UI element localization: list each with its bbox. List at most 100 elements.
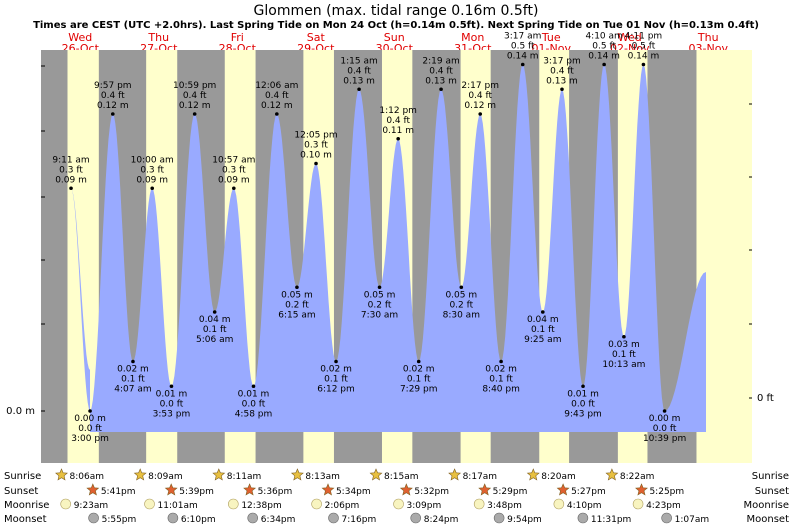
sunrise-icon	[448, 468, 462, 481]
tide-meters: 0.12 m	[97, 101, 129, 111]
high-tide-label: 9:57 pm0.4 ft0.12 m	[94, 81, 132, 116]
moonset-time: 5:55pm	[102, 515, 137, 525]
tide-time: 7:30 am	[361, 310, 398, 320]
sunrise-event: 8:17am	[448, 468, 497, 482]
tide-time: 4:07 am	[114, 385, 151, 395]
tide-time: 3:17 pm	[543, 56, 581, 66]
low-tide-label: 0.04 m0.1 ft5:06 am	[196, 310, 233, 345]
tide-time: 12:05 pm	[294, 131, 337, 141]
sunset-time: 5:27pm	[571, 487, 606, 497]
tide-meters: 0.02 m	[320, 365, 352, 375]
tide-point	[314, 161, 318, 166]
tide-point	[150, 186, 155, 191]
tide-feet: 0.2 ft	[368, 300, 392, 310]
day-name: Thu	[697, 31, 719, 44]
moonrise-icon	[144, 498, 155, 510]
moonset-icon	[410, 512, 422, 524]
tide-time: 6:12 pm	[317, 385, 355, 395]
sunrise-time: 8:20am	[541, 472, 576, 482]
sunrise-icon	[526, 468, 540, 481]
tide-feet: 0.0 ft	[160, 399, 184, 409]
low-tide-label: 0.02 m0.1 ft4:07 am	[114, 359, 152, 395]
tide-point	[377, 285, 382, 290]
high-tide-label: 10:57 am0.3 ft0.09 m	[212, 155, 255, 191]
left-axis-label: 0.0 m	[6, 406, 35, 417]
sunset-time: 5:34pm	[336, 487, 371, 497]
tide-feet: 0.1 ft	[531, 325, 555, 335]
tide-time: 8:40 pm	[482, 385, 520, 395]
tide-time: 4:58 pm	[235, 409, 273, 419]
sunset-event: 5:32pm	[399, 483, 449, 497]
tide-curve	[71, 64, 706, 432]
tide-feet: 0.4 ft	[183, 91, 207, 101]
moonrise-time: 3:48pm	[487, 501, 522, 511]
day-name: Wed	[68, 31, 92, 44]
low-tide-label: 0.04 m0.1 ft9:25 am	[524, 310, 561, 345]
low-tide-label: 0.05 m0.2 ft6:15 am	[278, 285, 316, 320]
high-tide-label: 4:10 am0.5 ft0.14 m	[585, 32, 623, 67]
tide-point	[439, 87, 443, 92]
tide-time: 10:00 am	[131, 155, 174, 165]
tide-feet: 0.2 ft	[285, 300, 309, 310]
sunrise-row-label-left: Sunrise	[4, 471, 41, 482]
moonrise-event: 4:10pm	[553, 498, 602, 511]
sunset-event: 5:36pm	[243, 483, 292, 497]
sun-moon-rows: Sunrise Sunrise Sunset Sunset Moonrise Moonri…	[4, 468, 789, 525]
tide-point	[169, 384, 174, 389]
sunset-time: 5:29pm	[493, 487, 528, 497]
tide-meters: 0.05 m	[364, 290, 396, 300]
sunrise-time: 8:06am	[69, 472, 104, 482]
moonset-time: 11:31pm	[591, 515, 631, 525]
tide-time: 9:57 pm	[94, 81, 132, 91]
sunrise-icon	[55, 468, 68, 481]
tide-time: 10:13 am	[602, 360, 645, 370]
moonset-time: 7:16pm	[342, 515, 377, 525]
sunset-time: 5:32pm	[414, 487, 449, 497]
moonrise-row-label-right: Moonrise	[744, 500, 789, 511]
tide-time: 10:39 pm	[643, 434, 686, 444]
sunset-icon	[399, 483, 413, 496]
moonset-time: 1:07am	[675, 515, 710, 525]
day-name: Wed	[618, 31, 642, 44]
sunset-time: 5:25pm	[649, 487, 684, 497]
tide-point	[499, 359, 503, 364]
day-name: Sat	[307, 31, 326, 44]
sunrise-time: 8:15am	[384, 472, 419, 482]
tide-meters: 0.01 m	[156, 389, 188, 399]
tide-meters: 0.13 m	[546, 76, 578, 86]
high-tide-label: 12:06 am0.4 ft0.12 m	[255, 81, 298, 116]
tide-meters: 0.01 m	[567, 389, 599, 399]
low-tide-label: 0.05 m0.2 ft8:30 am	[443, 285, 480, 320]
tide-time: 3:53 pm	[153, 409, 191, 419]
tide-point	[69, 186, 73, 191]
tide-point	[334, 359, 338, 364]
sunrise-event: 8:15am	[369, 468, 419, 482]
tide-feet: 0.4 ft	[347, 66, 371, 76]
moonset-icon	[493, 512, 505, 524]
tide-feet: 0.1 ft	[489, 375, 513, 385]
sunset-event: 5:41pm	[86, 483, 136, 497]
tide-feet: 0.3 ft	[222, 165, 246, 175]
sunrise-event: 8:06am	[55, 468, 104, 482]
tide-point	[357, 87, 361, 92]
tide-point	[581, 384, 585, 389]
high-tide-label: 3:17 pm0.4 ft0.13 m	[543, 56, 581, 92]
tide-feet: 0.0 ft	[78, 424, 102, 434]
tide-time: 4:11 pm	[625, 32, 663, 42]
tide-point	[541, 310, 545, 314]
moonrise-time: 4:10pm	[567, 501, 602, 511]
moonset-time: 8:24pm	[424, 515, 459, 525]
tide-meters: 0.09 m	[218, 175, 250, 185]
tide-point	[396, 136, 400, 141]
tide-meters: 0.02 m	[403, 365, 435, 375]
tide-point	[110, 112, 115, 116]
moonset-time: 6:34pm	[261, 515, 296, 525]
moonrise-icon	[311, 498, 322, 510]
high-tide-label: 4:11 pm0.5 ft0.14 m	[625, 32, 663, 67]
sunrise-event: 8:09am	[133, 468, 183, 482]
low-tide-label: 0.00 m0.0 ft3:00 pm	[71, 409, 109, 444]
tide-time: 9:43 pm	[564, 409, 602, 419]
